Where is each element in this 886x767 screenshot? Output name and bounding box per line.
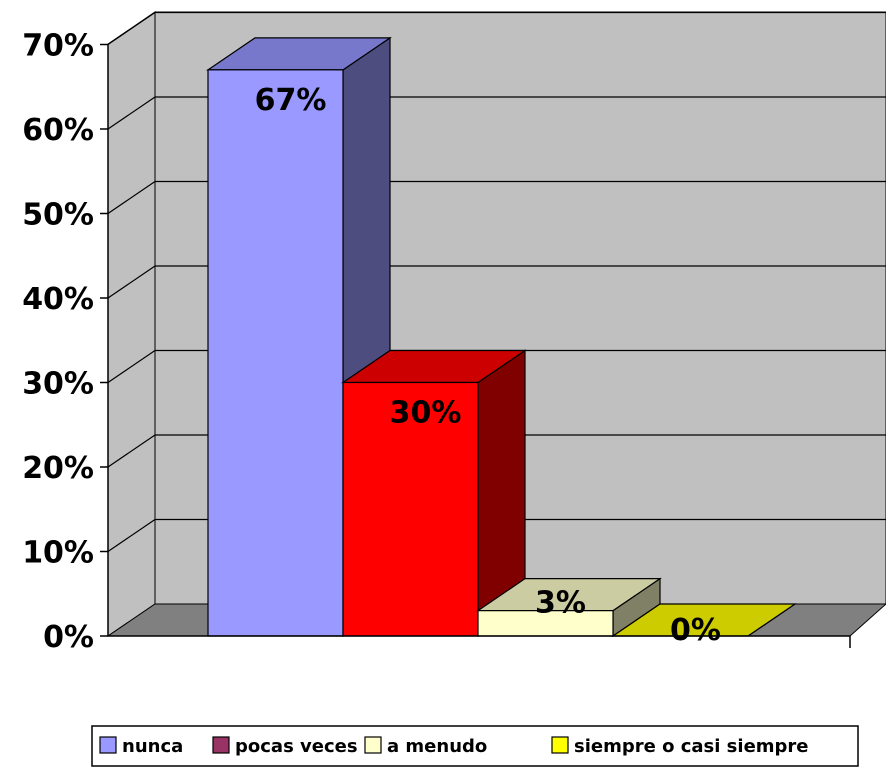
legend-swatch	[212, 736, 230, 754]
data-label: 67%	[255, 83, 327, 118]
chart-side-wall	[107, 11, 156, 637]
y-tick-label: 40%	[22, 282, 94, 317]
legend-item: siempre o casi siempre	[551, 736, 809, 757]
y-tick-label: 30%	[22, 367, 94, 402]
bar-front	[207, 69, 344, 637]
y-tick-label: 70%	[22, 29, 94, 64]
legend-label: nunca	[122, 736, 183, 757]
y-tick-label: 0%	[43, 620, 94, 655]
y-tick-label: 20%	[22, 451, 94, 486]
gridline-side	[107, 434, 156, 468]
gridline-side	[107, 519, 156, 552]
gridline-side	[107, 350, 156, 383]
legend-swatch	[551, 736, 569, 754]
gridline-side	[107, 265, 156, 299]
legend-item: nunca	[99, 736, 183, 757]
data-labels: 67% 30% 3% 0%	[255, 83, 721, 648]
bars	[206, 36, 797, 638]
y-tick-label: 60%	[22, 113, 94, 148]
legend-label: siempre o casi siempre	[574, 736, 809, 757]
data-label: 3%	[535, 586, 586, 621]
data-label: 0%	[670, 613, 721, 648]
legend-label: a menudo	[387, 736, 487, 757]
legend-swatch	[364, 736, 382, 754]
legend: nunca pocas veces a menudo siempre o casi s…	[99, 736, 809, 757]
bar-pocas-veces	[341, 349, 527, 638]
gridline-side	[107, 181, 156, 214]
gridline-side	[107, 12, 156, 45]
y-axis-ticks: 0% 10% 20% 30% 40% 50% 60% 70%	[22, 29, 108, 655]
legend-swatch	[99, 736, 117, 754]
legend-label: pocas veces	[235, 736, 358, 757]
y-tick-label: 50%	[22, 198, 94, 233]
legend-item: a menudo	[364, 736, 487, 757]
legend-item: pocas veces	[212, 736, 358, 757]
data-label: 30%	[390, 396, 462, 431]
y-tick-label: 10%	[22, 536, 94, 571]
gridline-side	[107, 96, 156, 130]
